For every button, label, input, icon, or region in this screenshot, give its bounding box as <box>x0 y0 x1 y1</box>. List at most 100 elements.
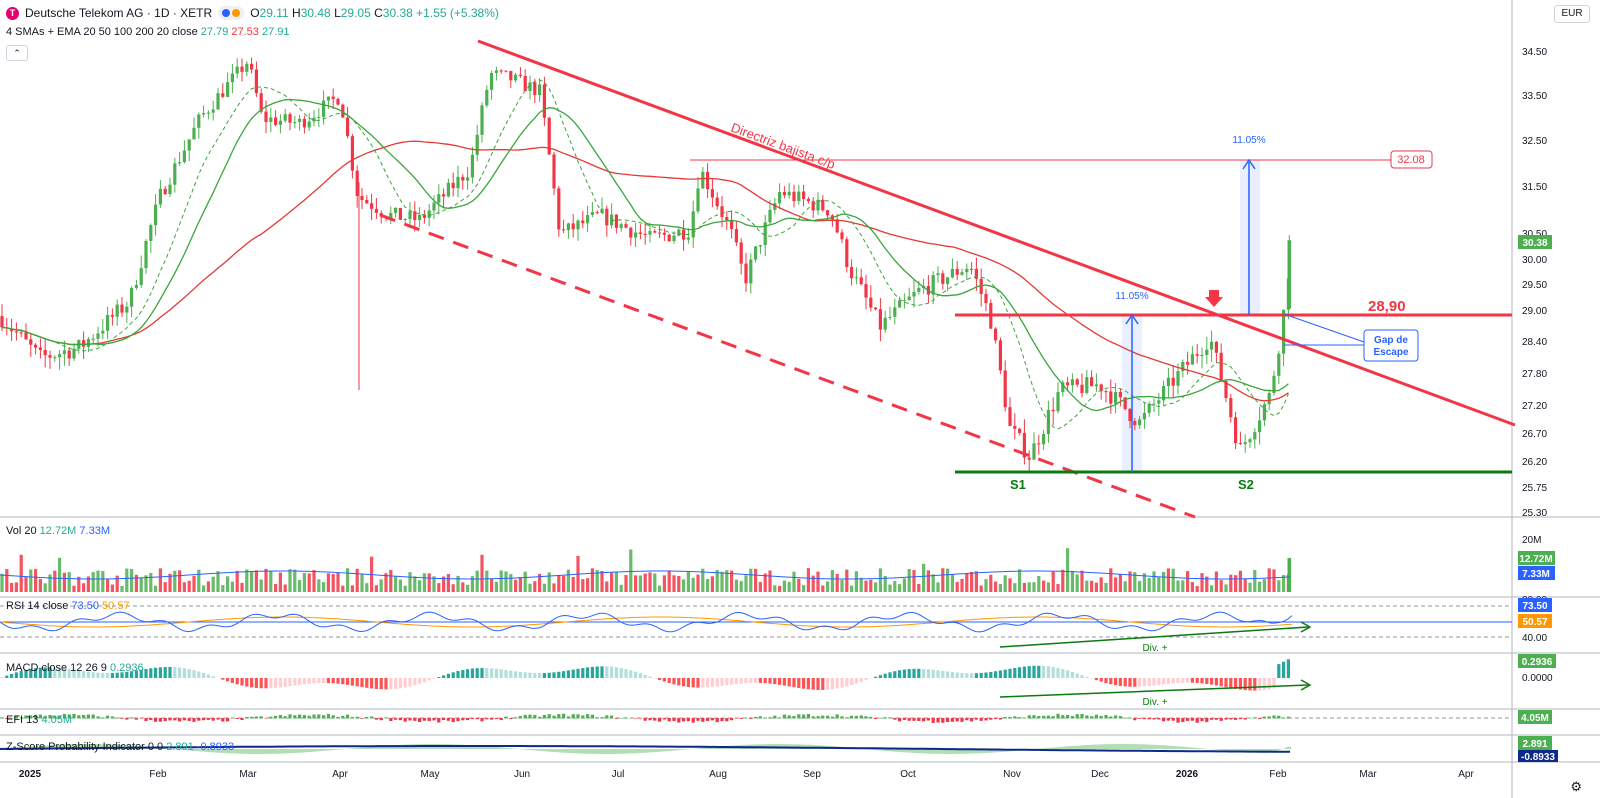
macd-histogram-bar <box>259 678 263 689</box>
efi-bar <box>787 715 791 719</box>
efi-bar <box>149 718 153 721</box>
efi-bar <box>446 718 450 721</box>
macd-histogram-bar <box>648 676 652 678</box>
candle-body <box>10 328 14 332</box>
macd-histogram-bar <box>682 678 686 687</box>
candle-body <box>1210 341 1214 350</box>
efi-bar <box>456 718 460 722</box>
candle-body <box>374 208 378 213</box>
candle-body <box>283 114 287 121</box>
macd-histogram-bar <box>442 675 446 678</box>
candle-body <box>490 72 494 90</box>
macd-histogram-bar <box>941 670 945 678</box>
candle-body <box>389 212 393 219</box>
macd-histogram-bar <box>14 672 18 678</box>
volume-bar <box>418 580 422 592</box>
macd-histogram-bar <box>504 669 508 678</box>
volume-bar <box>1243 578 1247 592</box>
candle-body <box>1205 349 1209 355</box>
gear-icon[interactable]: ⚙ <box>1570 779 1582 794</box>
efi-bar <box>264 718 268 719</box>
volume-bar <box>139 577 143 592</box>
volume-legend[interactable]: Vol 20 12.72M 7.33M <box>6 525 110 537</box>
candle-body <box>1070 379 1074 386</box>
efi-badge-text: 4.05M <box>1521 713 1549 724</box>
volume-bar <box>230 581 234 592</box>
macd-histogram-bar <box>456 671 460 678</box>
efi-bar <box>370 716 374 719</box>
candle-body <box>58 354 62 358</box>
efi-bar <box>1243 718 1247 720</box>
efi-bar <box>917 718 921 721</box>
volume-bar <box>216 571 220 592</box>
macd-histogram-bar <box>960 672 964 678</box>
macd-histogram-bar <box>293 678 297 686</box>
efi-bar <box>1066 714 1070 719</box>
indicators: Div. + Div. + <box>0 548 1512 754</box>
efi-bar <box>538 716 542 719</box>
volume-bar <box>24 576 28 592</box>
volume-ma-line <box>0 570 1291 580</box>
macd-tick: 0.0000 <box>1522 673 1553 684</box>
candle-body <box>552 154 556 189</box>
volume-bar <box>269 570 273 592</box>
efi-bar <box>1104 714 1108 719</box>
volume-bar <box>806 568 810 592</box>
volume-bar <box>413 576 417 592</box>
macd-badge <box>1518 654 1556 668</box>
efi-bar <box>475 718 479 720</box>
symbol-title[interactable]: Deutsche Telekom AG · 1D · XETR <box>25 6 213 20</box>
zscore-legend[interactable]: Z-Score Probability Indicator 0 0 2.891 … <box>6 741 235 753</box>
ma-value-1: 27.79 <box>200 26 229 38</box>
efi-bar <box>1085 715 1089 719</box>
macd-badge-text: 0.2936 <box>1522 657 1553 668</box>
efi-bar <box>677 718 681 723</box>
currency-button[interactable]: EUR <box>1554 5 1590 23</box>
candle-body <box>1200 354 1204 356</box>
candle-body <box>312 117 316 122</box>
volume-bar <box>998 583 1002 592</box>
volume-bar <box>470 576 474 592</box>
efi-bar <box>1181 718 1185 722</box>
efi-bar <box>576 714 580 719</box>
volume-bar <box>509 574 513 592</box>
ma-legend[interactable]: 4 SMAs + EMA 20 50 100 200 20 close 27.7… <box>6 26 290 38</box>
efi-bar <box>10 717 14 719</box>
collapse-legend-button[interactable]: ⌃ <box>6 45 28 61</box>
rsi-legend[interactable]: RSI 14 close 73.50 50.57 <box>6 600 130 612</box>
candle-body <box>130 287 134 307</box>
candle-body <box>322 100 326 117</box>
macd-histogram-bar <box>1051 666 1055 678</box>
volume-bar <box>1258 581 1262 592</box>
macd-histogram-bar <box>797 678 801 689</box>
efi-bar <box>206 718 210 720</box>
candle-body <box>744 263 748 284</box>
candle-body <box>1258 420 1262 433</box>
macd-histogram-bar <box>134 670 138 678</box>
volume-bar <box>461 582 465 592</box>
candle-body <box>806 198 810 202</box>
volume-bar <box>566 569 570 592</box>
efi-bar <box>413 718 417 721</box>
efi-bar <box>1200 718 1204 722</box>
volume-bar <box>1229 574 1233 592</box>
session-toggle[interactable] <box>218 6 245 20</box>
efi-bar <box>485 718 489 720</box>
volume-bar <box>374 585 378 592</box>
volume-bar <box>355 568 359 592</box>
volume-bar <box>629 549 633 592</box>
efi-bar <box>528 714 532 719</box>
efi-legend[interactable]: EFI 13 4.05M <box>6 714 73 726</box>
macd-histogram-bar <box>562 671 566 678</box>
candle-body <box>1042 434 1046 445</box>
candle-body <box>1262 404 1266 421</box>
volume-bar <box>816 571 820 592</box>
efi-bar <box>725 718 729 722</box>
candle-body <box>1099 384 1103 392</box>
macd-histogram-bar <box>662 678 666 682</box>
macd-legend[interactable]: MACD close 12 26 9 0.2936 <box>6 662 144 674</box>
volume-bar <box>907 568 911 592</box>
volume-bar <box>840 579 844 592</box>
candle-body <box>211 109 215 113</box>
